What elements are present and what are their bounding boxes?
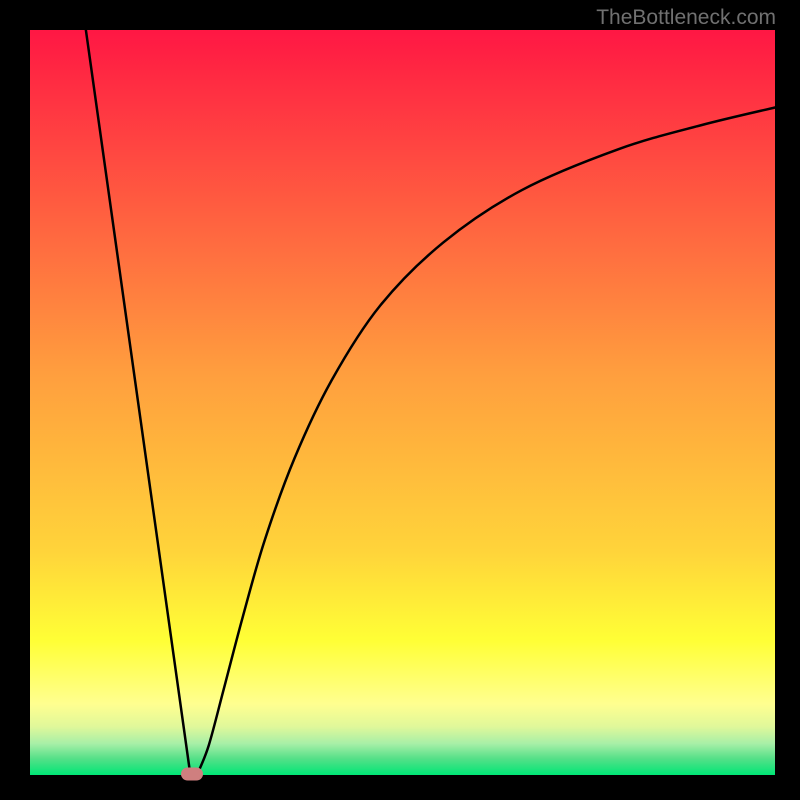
chart-stage: TheBottleneck.com (0, 0, 800, 800)
bottleneck-curve (0, 0, 800, 800)
curve-path (86, 30, 775, 775)
minimum-marker (181, 767, 203, 780)
